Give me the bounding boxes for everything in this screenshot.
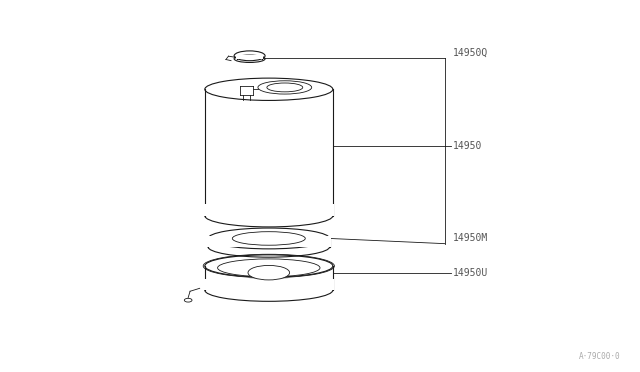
Text: 14950U: 14950U bbox=[453, 269, 488, 278]
Text: 14950: 14950 bbox=[453, 141, 483, 151]
Text: 14950M: 14950M bbox=[453, 234, 488, 243]
Text: 14950Q: 14950Q bbox=[453, 48, 488, 58]
Ellipse shape bbox=[218, 259, 320, 277]
Bar bbox=[204, 279, 334, 290]
Bar bbox=[207, 235, 331, 247]
Text: A·79C00·0: A·79C00·0 bbox=[579, 352, 621, 361]
Ellipse shape bbox=[232, 232, 305, 245]
Ellipse shape bbox=[248, 266, 290, 280]
Bar bbox=[204, 204, 334, 216]
Bar bbox=[236, 55, 263, 59]
